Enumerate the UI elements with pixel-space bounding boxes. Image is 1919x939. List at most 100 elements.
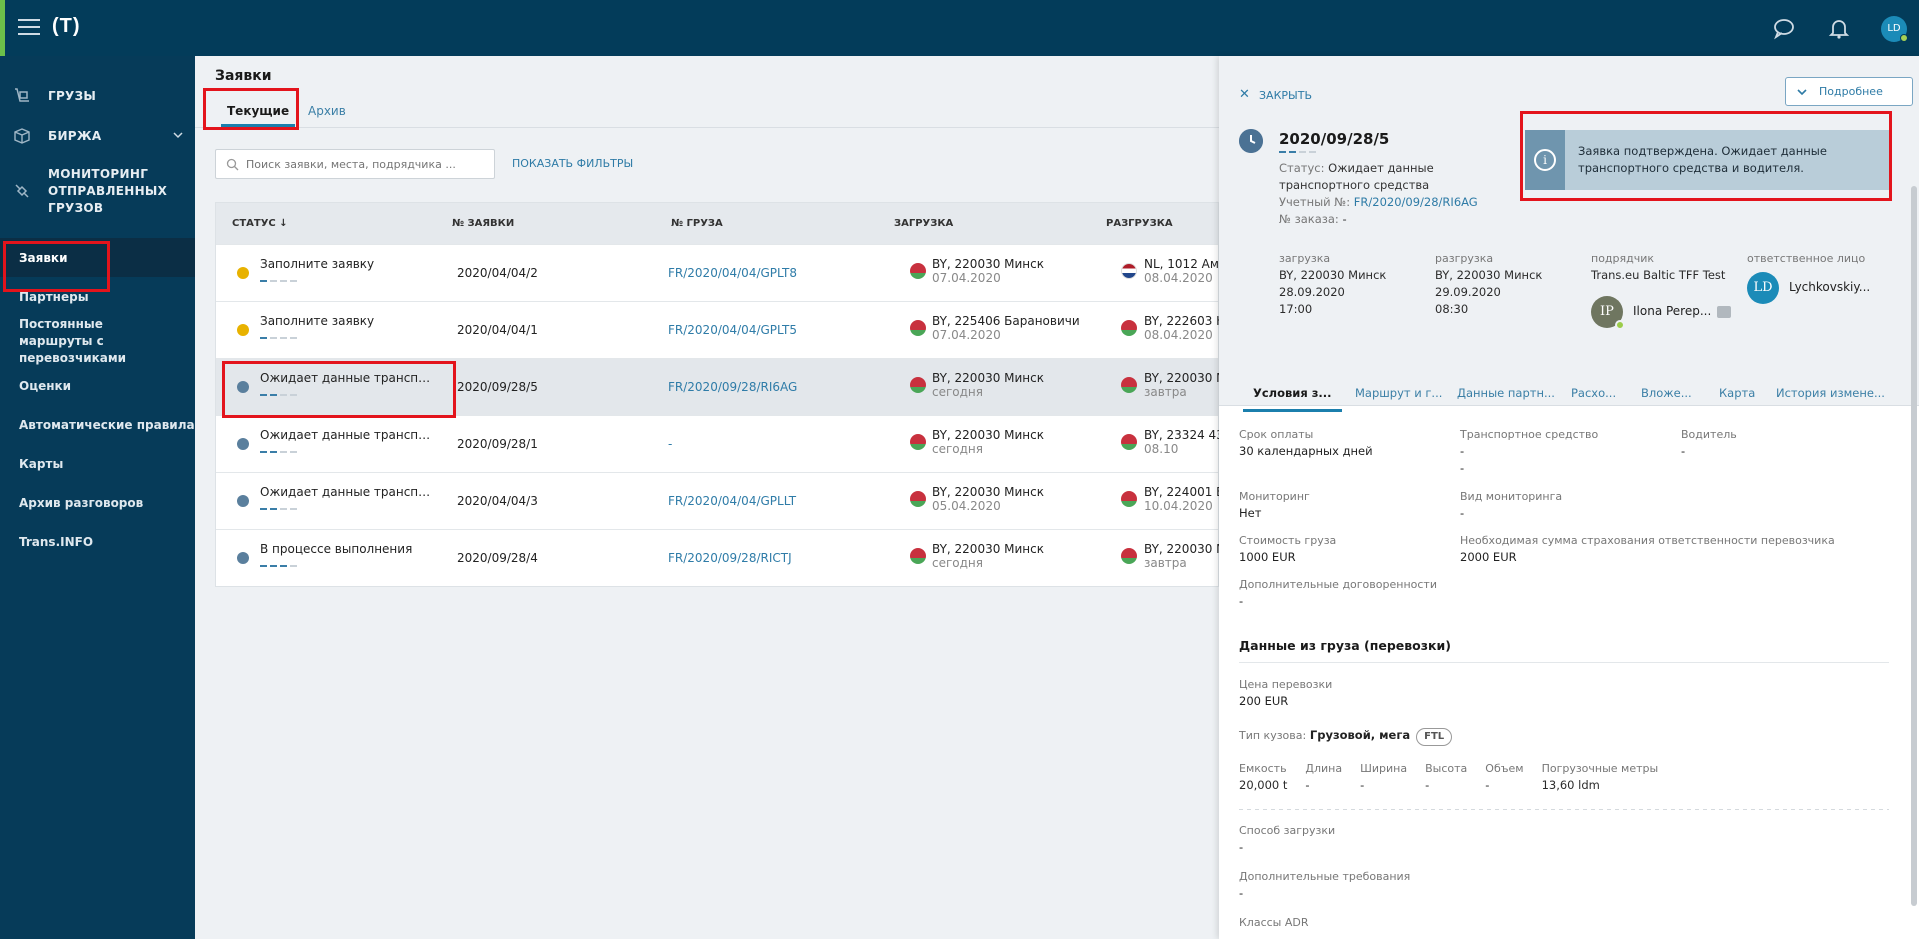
order-id: 2020/09/28/5 (1279, 130, 1390, 148)
field-driver: Водитель - (1681, 428, 1737, 458)
order-detail-panel: ✕ ЗАКРЫТЬ Подробнее 2020/09/28/5 Статус:… (1219, 56, 1919, 939)
tab-history[interactable]: История измене... (1776, 386, 1885, 400)
tab-costs[interactable]: Расхо... (1571, 386, 1617, 400)
menu-icon[interactable] (18, 19, 40, 37)
tab-partner-data[interactable]: Данные партн... (1457, 386, 1555, 400)
sidebar-item-cargo[interactable]: ГРУЗЫ (0, 76, 195, 116)
message-icon[interactable] (1717, 306, 1731, 318)
row-cargo-link[interactable]: FR/2020/09/28/RICTJ (668, 551, 792, 565)
page-title: Заявки (215, 68, 272, 84)
panel-scrollbar[interactable] (1911, 186, 1917, 906)
row-cargo-link[interactable]: FR/2020/04/04/GPLT8 (668, 266, 798, 280)
sidebar-item-label: МОНИТОРИНГ ОТПРАВЛЕННЫХ ГРУЗОВ (48, 167, 168, 215)
row-cargo-link[interactable]: FR/2020/09/28/RI6AG (668, 380, 798, 394)
responsible-person[interactable]: Lychkovskiy... (1789, 280, 1871, 294)
tab-archive[interactable]: Архив (308, 104, 346, 118)
user-avatar[interactable]: LD (1881, 16, 1908, 42)
sidebar-item-ratings[interactable]: Оценки (19, 378, 72, 393)
row-loading: BY, 220030 Минск сегодня (932, 542, 1045, 570)
sidebar-item-maps[interactable]: Карты (19, 456, 64, 471)
search-box[interactable] (215, 149, 495, 179)
row-unloading: BY, 222603 Несвиж08.04.2020 (1144, 314, 1220, 342)
box-icon (14, 128, 30, 144)
main-content: Заявки Текущие Архив ПОКАЗАТЬ ФИЛЬТРЫ СТ… (195, 56, 1220, 939)
table-row[interactable]: Ожидает данные транспортного средства 202… (216, 358, 1220, 415)
field-monitoring: Мониторинг Нет (1239, 490, 1310, 520)
logo[interactable]: (T) (52, 15, 81, 37)
info-icon: i (1534, 149, 1556, 171)
sidebar-item-routes[interactable]: Постоянные маршруты с перевозчиками (0, 316, 195, 366)
column-order-number: № ЗАЯВКИ (452, 218, 515, 229)
row-progress (260, 337, 300, 340)
show-filters-link[interactable]: ПОКАЗАТЬ ФИЛЬТРЫ (512, 157, 634, 170)
tab-map[interactable]: Карта (1719, 386, 1756, 400)
panel-contractor: подрядчик Trans.eu Baltic TFF Test (1591, 252, 1726, 282)
flag-nl-icon (1121, 263, 1137, 279)
table-row[interactable]: Ожидает данные транспортного средства 202… (216, 415, 1220, 472)
row-unloading: BY, 220030 Минскзавтра (1144, 542, 1220, 570)
row-cargo-link[interactable]: FR/2020/04/04/GPLLT (668, 494, 797, 508)
chevron-down-icon[interactable] (173, 130, 183, 140)
flag-by-icon (1121, 491, 1137, 507)
column-cargo-number: № ГРУЗА (671, 218, 723, 229)
sidebar: ГРУЗЫ БИРЖА МОНИТОРИНГ ОТПРАВЛЕННЫХ ГРУЗ… (0, 56, 195, 939)
row-status: Ожидает данные транспортного средства (260, 485, 435, 499)
more-details-label: Подробнее (1819, 85, 1883, 98)
bell-icon[interactable] (1827, 16, 1851, 40)
dimension-item: Емкость 20,000 t (1239, 762, 1288, 792)
panel-loading: загрузка BY, 220030 Минск 28.09.2020 17:… (1279, 252, 1387, 316)
column-status[interactable]: СТАТУС ↓ (232, 218, 288, 229)
cargo-section-title: Данные из груза (перевозки) (1239, 638, 1451, 653)
flag-by-icon (1121, 377, 1137, 393)
sidebar-item-orders[interactable]: Заявки (0, 238, 195, 277)
more-details-button[interactable]: Подробнее (1785, 77, 1913, 106)
info-banner: i Заявка подтверждена. Ожидает данные тр… (1525, 130, 1890, 190)
field-adr: Классы ADR (1239, 916, 1309, 929)
field-body-type: Тип кузова: Грузовой, мега FTL (1239, 727, 1453, 746)
table-row[interactable]: Заполните заявку 2020/04/04/1 FR/2020/04/0… (216, 301, 1220, 358)
field-vehicle: Транспортное средство - - (1460, 428, 1599, 475)
sidebar-item-label: БИРЖА (48, 129, 102, 143)
panel-tabs: Условия з... Маршрут и г... Данные партн… (1219, 376, 1919, 412)
row-status: Ожидает данные транспортного средства (260, 371, 435, 385)
close-icon[interactable]: ✕ (1239, 87, 1250, 102)
clock-icon (237, 381, 249, 393)
row-unloading: NL, 1012 Амстердам08.04.2020 (1144, 257, 1220, 285)
table-row[interactable]: В процессе выполнения 2020/09/28/4 FR/2020… (216, 529, 1220, 586)
tab-conditions[interactable]: Условия з... (1243, 386, 1342, 412)
account-number-link[interactable]: FR/2020/09/28/RI6AG (1353, 195, 1478, 209)
tab-route[interactable]: Маршрут и г... (1355, 386, 1443, 400)
sidebar-item-monitoring[interactable]: МОНИТОРИНГ ОТПРАВЛЕННЫХ ГРУЗОВ (0, 156, 195, 226)
row-unloading: BY, 23324 434r308.10 (1144, 428, 1220, 456)
row-status: Ожидает данные транспортного средства (260, 428, 435, 442)
sidebar-item-label: ГРУЗЫ (48, 89, 97, 103)
warning-icon (237, 324, 249, 336)
search-input[interactable] (246, 155, 486, 173)
sidebar-item-exchange[interactable]: БИРЖА (0, 116, 195, 156)
field-monitoring-type: Вид мониторинга - (1460, 490, 1563, 520)
row-unloading: BY, 224001 Брест10.04.2020 (1144, 485, 1220, 513)
panel-unloading: разгрузка BY, 220030 Минск 29.09.2020 08… (1435, 252, 1543, 316)
sidebar-item-auto-rules[interactable]: Автоматические правила (19, 417, 195, 432)
sidebar-item-partners[interactable]: Партнеры (19, 289, 89, 304)
row-progress (260, 508, 300, 511)
close-button[interactable]: ЗАКРЫТЬ (1259, 89, 1312, 102)
contractor-person[interactable]: Ilona Perep... (1633, 304, 1712, 318)
dimension-item: Ширина - (1360, 762, 1408, 792)
sidebar-item-chat-archive[interactable]: Архив разговоров (19, 495, 144, 510)
flag-by-icon (910, 491, 926, 507)
row-cargo-link[interactable]: FR/2020/04/04/GPLT5 (668, 323, 798, 337)
sidebar-item-label: Постоянные маршруты с перевозчиками (19, 316, 127, 365)
field-insurance: Необходимая сумма страхования ответствен… (1460, 534, 1835, 564)
table-row[interactable]: Заполните заявку 2020/04/04/2 FR/2020/04/0… (216, 244, 1220, 301)
tab-attachments[interactable]: Вложе... (1641, 386, 1692, 400)
chat-icon[interactable] (1772, 16, 1796, 40)
flag-by-icon (1121, 320, 1137, 336)
row-loading: BY, 220030 Минск сегодня (932, 428, 1045, 456)
row-cargo-link[interactable]: - (668, 437, 673, 451)
sidebar-item-transinfo[interactable]: Trans.INFO (19, 534, 94, 549)
tab-current[interactable]: Текущие (220, 104, 296, 127)
table-row[interactable]: Ожидает данные транспортного средства 202… (216, 472, 1220, 529)
brand-stripe (0, 0, 5, 56)
flag-by-icon (1121, 548, 1137, 564)
